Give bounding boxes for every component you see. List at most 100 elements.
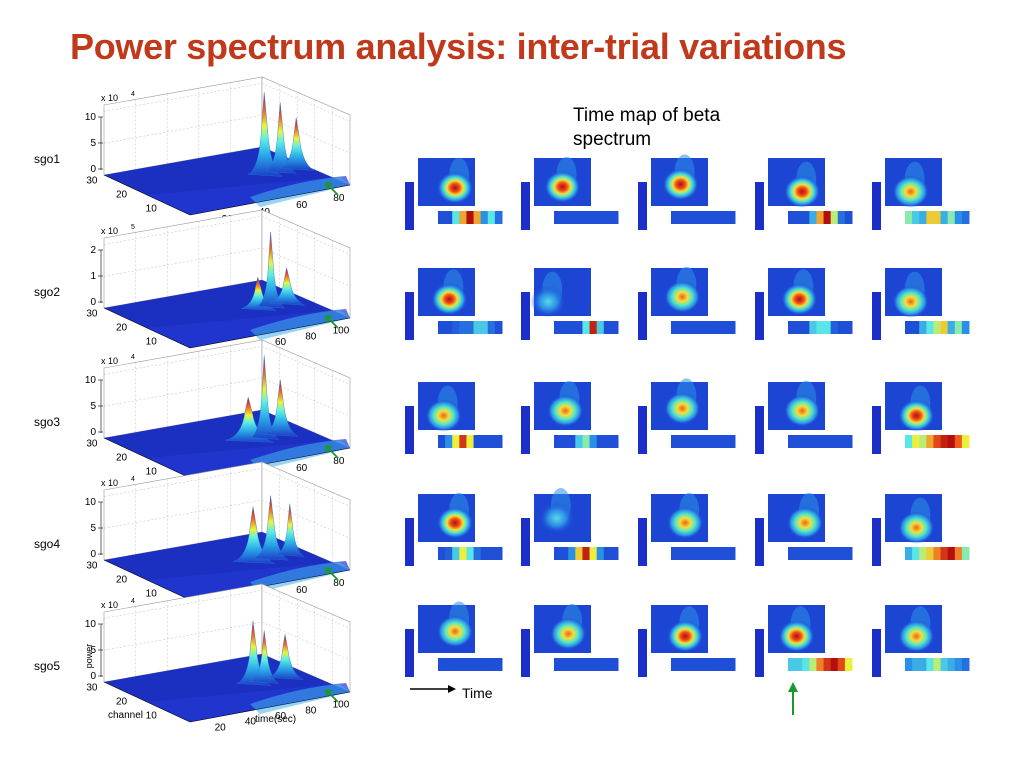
strip-segment xyxy=(452,211,460,224)
channel-name-label: sgo2 xyxy=(34,285,60,299)
time-map-tile xyxy=(755,158,853,230)
grid-line xyxy=(103,621,351,661)
strip-segment xyxy=(933,321,942,334)
exponent-power: 5 xyxy=(131,224,135,231)
green-arrow-head xyxy=(325,689,333,697)
strip-segment xyxy=(596,547,605,560)
time-map-blob xyxy=(664,280,701,313)
strip-segment xyxy=(671,211,679,224)
time-map-tile xyxy=(755,268,853,340)
grid-line xyxy=(103,377,351,417)
strip-segment xyxy=(720,547,729,560)
strip-segment xyxy=(445,547,453,560)
z-tick-label: 1 xyxy=(90,271,96,282)
time-tick-label: 20 xyxy=(215,722,227,733)
strip-segment xyxy=(561,435,569,448)
strip-segment xyxy=(452,658,460,671)
strip-segment xyxy=(954,658,963,671)
strip-segment xyxy=(788,547,796,560)
time-map-marginal-bar xyxy=(405,182,414,230)
spectral-peak xyxy=(263,379,299,437)
surface-ridge xyxy=(250,440,350,470)
time-tick-label: 60 xyxy=(296,585,308,596)
green-arrow-line xyxy=(327,569,339,581)
strip-segment xyxy=(912,321,920,334)
z-tick-label: 5 xyxy=(90,645,96,656)
strip-segment xyxy=(933,435,942,448)
exponent-label: x 10 xyxy=(101,226,118,236)
time-map-marginal-bar xyxy=(521,406,530,454)
grid-line xyxy=(103,499,351,539)
time-map-blob xyxy=(538,502,575,534)
strip-segment xyxy=(940,435,949,448)
strip-segment xyxy=(610,211,619,224)
strip-segment xyxy=(809,211,817,224)
strip-segment xyxy=(692,321,700,334)
time-tick-label: 80 xyxy=(333,578,345,589)
strip-segment xyxy=(575,211,583,224)
time-map-blob xyxy=(662,168,699,201)
time-map-marginal-bar xyxy=(755,182,764,230)
strip-segment xyxy=(494,211,503,224)
strip-segment xyxy=(837,547,846,560)
time-map-blob xyxy=(431,283,468,316)
time-map-blob xyxy=(784,175,821,208)
strip-segment xyxy=(940,658,949,671)
strip-segment xyxy=(459,211,467,224)
time-map-tile xyxy=(405,492,503,566)
exponent-label: x 10 xyxy=(101,478,118,488)
strip-segment xyxy=(685,321,693,334)
strip-segment xyxy=(706,435,715,448)
strip-segment xyxy=(905,435,913,448)
strip-segment xyxy=(940,321,949,334)
strip-segment xyxy=(720,435,729,448)
strip-segment xyxy=(926,435,934,448)
exponent-power: 4 xyxy=(131,354,135,361)
strip-segment xyxy=(919,658,927,671)
spectral-peak xyxy=(268,634,304,680)
strip-segment xyxy=(727,547,736,560)
time-map-marginal-bar xyxy=(638,292,647,340)
z-axis-label: power xyxy=(84,644,94,669)
strip-segment xyxy=(445,321,453,334)
channel-tick-label: 10 xyxy=(146,466,158,477)
strip-segment xyxy=(699,435,708,448)
strip-segment xyxy=(554,211,562,224)
exponent-power: 4 xyxy=(131,91,135,98)
strip-segment xyxy=(603,211,612,224)
strip-segment xyxy=(480,547,489,560)
exponent-label: x 10 xyxy=(101,356,118,366)
strip-segment xyxy=(926,321,934,334)
exponent-label: x 10 xyxy=(101,93,118,103)
z-tick-label: 10 xyxy=(85,497,97,508)
exponent-power: 4 xyxy=(131,598,135,605)
green-arrow-line xyxy=(327,184,339,196)
strip-segment xyxy=(561,658,569,671)
time-map-blob xyxy=(550,617,587,650)
time-tick-label: 100 xyxy=(333,326,350,337)
strip-segment xyxy=(438,658,446,671)
strip-segment xyxy=(788,321,796,334)
time-map-tile xyxy=(872,268,970,340)
time-arrow-head xyxy=(448,685,456,693)
strip-segment xyxy=(844,547,853,560)
strip-segment xyxy=(438,321,446,334)
strip-segment xyxy=(905,658,913,671)
surface-ridge xyxy=(250,177,350,207)
strip-segment xyxy=(445,211,453,224)
strip-segment xyxy=(554,321,562,334)
strip-segment xyxy=(905,211,913,224)
strip-segment xyxy=(809,321,817,334)
time-map-tile xyxy=(638,378,736,454)
strip-segment xyxy=(671,321,679,334)
strip-segment xyxy=(603,547,612,560)
z-tick-label: 0 xyxy=(90,297,96,308)
time-map-blob xyxy=(544,170,581,203)
time-map-tile xyxy=(755,605,853,677)
strip-segment xyxy=(961,211,970,224)
time-map-tile xyxy=(638,605,736,677)
strip-segment xyxy=(816,547,825,560)
channel-name-label: sgo1 xyxy=(34,152,60,166)
